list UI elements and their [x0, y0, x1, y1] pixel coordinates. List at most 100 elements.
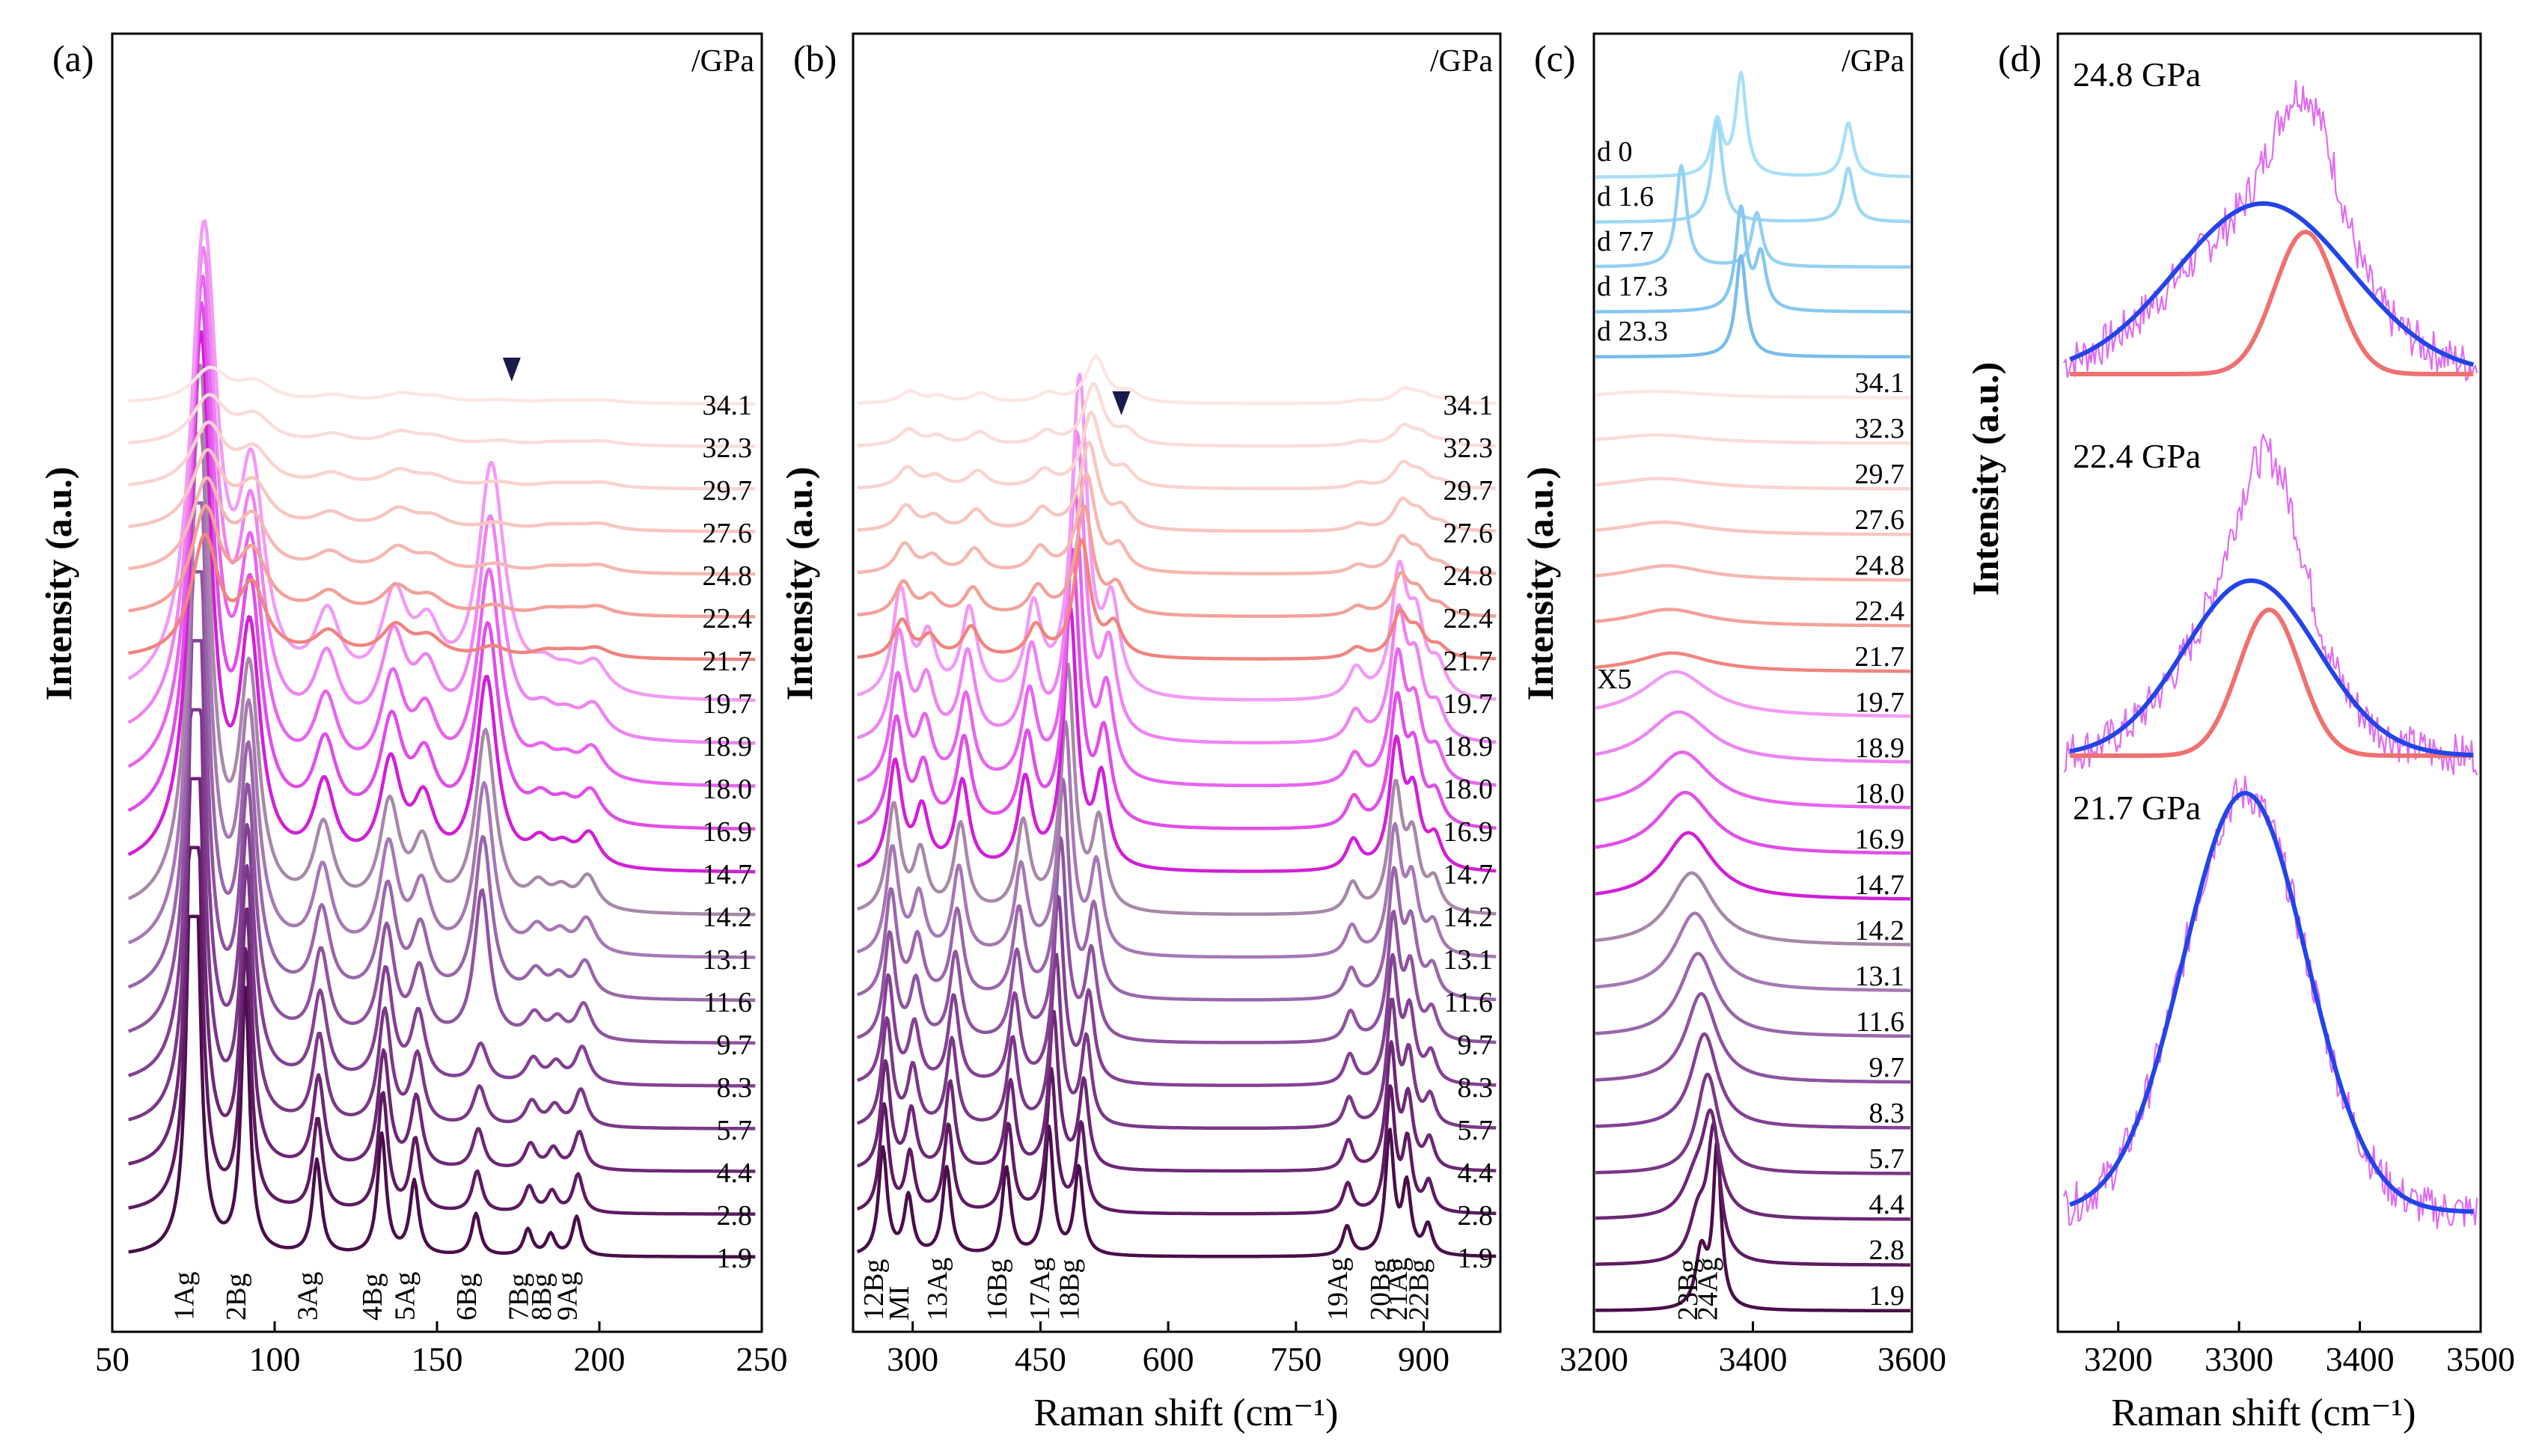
spectrum-a-5.7 — [128, 708, 756, 1131]
pressure-label-b-18.9: 18.9 — [1443, 731, 1494, 762]
x-tick-label-b: 900 — [1398, 1340, 1449, 1378]
pressure-label-b-21.7: 21.7 — [1443, 646, 1494, 677]
mode-label-b: 13Ag — [922, 1258, 953, 1321]
xlabel-b: Raman shift (cm⁻¹) — [1034, 1392, 1339, 1434]
spectrum-a-13.1 — [127, 432, 756, 959]
pressure-label-b-22.4: 22.4 — [1443, 603, 1494, 634]
spectrum-c-29.7 — [1594, 477, 1912, 491]
mode-label-a: 7Bg — [504, 1273, 535, 1321]
pressure-label-a-16.9: 16.9 — [703, 816, 753, 848]
pressure-label-b-34.1: 34.1 — [1443, 390, 1494, 421]
spectrum-b-13.1 — [856, 720, 1497, 959]
pressure-label-c-4.4: 4.4 — [1869, 1189, 1905, 1220]
fit-curve-d — [2069, 201, 2475, 367]
pressure-label-b-16.9: 16.9 — [1443, 816, 1494, 848]
spectrum-a-14.7 — [127, 330, 756, 874]
series-group-a — [127, 218, 756, 1258]
pressure-label-a-32.3: 32.3 — [703, 432, 753, 464]
mode-label-a: 5Ag — [390, 1272, 421, 1321]
spectrum-c-decompress — [1594, 164, 1912, 269]
spectrum-b-22.4 — [857, 504, 1497, 618]
spectrum-a-24.8 — [128, 476, 756, 576]
pressure-label-c-1.9: 1.9 — [1869, 1280, 1905, 1312]
spectrum-c-32.3 — [1594, 433, 1912, 445]
pressure-label-a-13.1: 13.1 — [703, 944, 753, 976]
pressure-label-b-19.7: 19.7 — [1443, 688, 1494, 720]
mode-label-b: 12Bg — [858, 1259, 890, 1321]
pressure-label-a-19.7: 19.7 — [703, 688, 753, 720]
pressure-label-a-24.8: 24.8 — [703, 560, 753, 592]
mode-label-a: 8Bg — [526, 1273, 557, 1321]
spectrum-a-2.8 — [128, 845, 756, 1216]
spectrum-b-14.7 — [857, 605, 1497, 873]
spectrum-b-9.7 — [856, 836, 1497, 1044]
x-tick-label-a: 150 — [412, 1340, 463, 1378]
pressure-label-a-14.7: 14.7 — [703, 859, 753, 890]
spectrum-a-14.2 — [127, 363, 756, 917]
fit-curve-d — [2070, 608, 2474, 758]
x-tick-label-c: 3600 — [1878, 1340, 1946, 1378]
ylabel-c: Intensity (a.u.) — [1519, 467, 1561, 701]
pressure-label-c-27.6: 27.6 — [1855, 504, 1905, 536]
spectrum-a-27.6 — [128, 447, 756, 533]
pressure-label-a-34.1: 34.1 — [703, 390, 753, 421]
series-group-b — [856, 354, 1497, 1258]
mode-label-b: 19Ag — [1322, 1258, 1354, 1321]
x-tick-label-b: 600 — [1143, 1340, 1194, 1378]
x-tick-label-b: 450 — [1015, 1340, 1066, 1378]
spectrum-a-9.7 — [128, 570, 756, 1045]
spectrum-b-16.9 — [857, 547, 1497, 831]
pressure-label-a-18.0: 18.0 — [703, 774, 753, 805]
pressure-label-a-2.8: 2.8 — [717, 1200, 753, 1232]
spectrum-c-16.9 — [1594, 790, 1912, 855]
pressure-label-a-22.4: 22.4 — [703, 603, 753, 634]
mode-label-a: 3Ag — [292, 1272, 323, 1321]
spectrum-c-24.8 — [1594, 563, 1912, 582]
mode-label-b: 17Ag — [1024, 1258, 1056, 1321]
marker-arrow-a — [502, 358, 521, 382]
panels: 50 100 150 200 250 (a) /GPa 1.9 2.8 4.4 5.7 8.3 9.7 1… — [52, 32, 2515, 1378]
pressure-label-b-4.4: 4.4 — [1458, 1157, 1494, 1189]
pressure-label-b-13.1: 13.1 — [1443, 944, 1494, 976]
pressure-label-a-5.7: 5.7 — [717, 1115, 753, 1146]
pressure-label-b-18.0: 18.0 — [1443, 774, 1494, 805]
pressure-label-a-1.9: 1.9 — [717, 1243, 753, 1274]
spectrum-c-18.0 — [1594, 750, 1912, 810]
spectrum-b-18.0 — [857, 489, 1497, 788]
spectrum-label-d: 22.4 GPa — [2073, 437, 2201, 475]
fit-curve-d — [2069, 791, 2474, 1214]
pressure-label-a-21.7: 21.7 — [703, 646, 753, 677]
x-tick-label-d: 3500 — [2446, 1340, 2515, 1378]
panel-label-a: (a) — [52, 37, 94, 79]
pressure-label-a-27.6: 27.6 — [703, 518, 753, 549]
mode-label-b: 18Bg — [1054, 1259, 1086, 1321]
pressure-label-c-32.3: 32.3 — [1855, 413, 1905, 444]
mode-label-b: MI — [884, 1286, 915, 1321]
spectrum-a-29.7 — [128, 420, 756, 491]
panel-label-d: (d) — [1998, 37, 2041, 79]
x-tick-label-d: 3200 — [2084, 1340, 2153, 1378]
spectrum-c-13.1 — [1594, 911, 1912, 992]
pressure-label-c-9.7: 9.7 — [1869, 1052, 1905, 1083]
spectrum-b-21.7 — [857, 538, 1497, 661]
spectrum-b-24.8 — [857, 472, 1497, 575]
pressure-label-c-21.7: 21.7 — [1855, 641, 1905, 673]
fit-curve-d — [2070, 230, 2474, 376]
spectrum-c-decompress — [1594, 254, 1912, 359]
unit-header-c: /GPa — [1842, 44, 1904, 79]
spectrum-label-d: 21.7 GPa — [2073, 789, 2201, 827]
spectrum-c-9.7 — [1594, 991, 1912, 1084]
pressure-label-a-14.2: 14.2 — [703, 902, 753, 933]
spectrum-b-32.3 — [857, 382, 1497, 448]
pressure-label-b-27.6: 27.6 — [1443, 518, 1494, 549]
x-tick-label-d: 3300 — [2205, 1340, 2273, 1378]
spectrum-d-data — [2063, 80, 2478, 382]
x-tick-label-b: 750 — [1270, 1340, 1322, 1378]
spectrum-a-34.1 — [128, 365, 756, 406]
x-tick-label-b: 300 — [887, 1340, 938, 1378]
unit-header-a: /GPa — [691, 44, 754, 79]
pressure-label-a-11.6: 11.6 — [703, 987, 752, 1018]
pressure-label-b-1.9: 1.9 — [1458, 1243, 1494, 1274]
